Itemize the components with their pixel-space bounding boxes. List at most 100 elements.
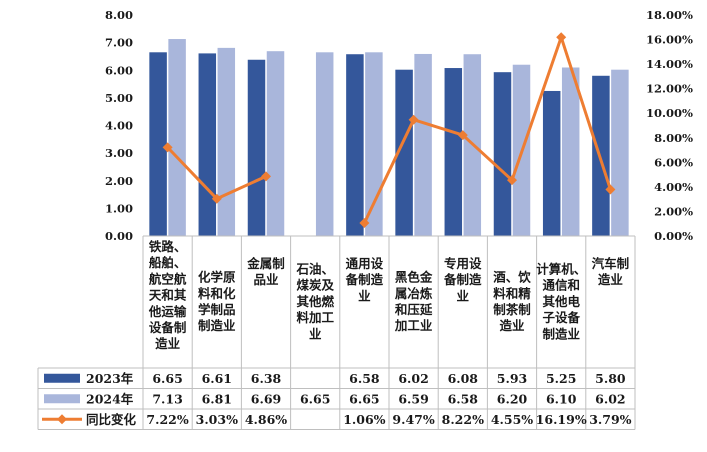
y-axis-left: 0.00 1.00 2.00 3.00 4.00 5.00 6.00 7.00 8.00 (105, 8, 133, 243)
table-cell-value: 5.80 (595, 371, 626, 386)
y2-tick-label: 2.00% (654, 204, 693, 218)
bar-2024 (168, 39, 186, 236)
legend-label: 2024年 (86, 391, 134, 406)
category-label: 化学原 (198, 270, 236, 285)
category-label: 加工业 (394, 318, 433, 333)
category-label: 备制造 (443, 272, 482, 287)
line-series (162, 32, 616, 228)
line-marker (507, 175, 517, 186)
table-cell-value: 4.55% (491, 412, 533, 427)
y2-tick-label: 16.00% (646, 33, 693, 47)
table-cell-value: 6.58 (448, 391, 479, 406)
category-label: 品业 (253, 272, 279, 287)
table-cell-value: 8.22% (442, 412, 484, 427)
bar-2024 (365, 52, 383, 237)
bar-2023 (149, 52, 167, 237)
bar-2023 (198, 53, 217, 237)
y-tick-label: 8.00 (105, 8, 133, 22)
y2-tick-label: 8.00% (654, 131, 693, 145)
category-label: 通用设 (346, 256, 384, 271)
category-label: 和压延 (394, 302, 433, 317)
x-axis (37, 235, 636, 430)
category-label: 料加工 (296, 310, 334, 325)
category-label: 汽车制 (592, 256, 630, 271)
table-cell-value: 1.06% (343, 412, 385, 427)
y-tick-label: 7.00 (105, 36, 133, 50)
y2-tick-label: 10.00% (646, 106, 693, 120)
bar-2024 (217, 47, 236, 236)
y-tick-label: 5.00 (105, 91, 133, 105)
y2-tick-label: 18.00% (646, 8, 693, 22)
category-label: 学制品 (198, 302, 236, 317)
table-cell-value: 16.19% (536, 412, 587, 427)
y2-tick-label: 14.00% (646, 57, 693, 71)
table-cell-value: 6.58 (349, 371, 380, 386)
line-marker (556, 32, 567, 43)
legend-label: 2023年 (86, 371, 134, 386)
category-label: 计算机、 (536, 262, 586, 277)
category-label: 煤炭及 (296, 278, 334, 293)
y-tick-label: 4.00 (105, 119, 133, 133)
line-marker (211, 193, 222, 204)
category-label: 设备制 (149, 320, 187, 335)
y-tick-label: 0.00 (105, 229, 133, 243)
category-label: 造业 (155, 336, 181, 351)
y2-tick-label: 0.00% (654, 229, 693, 243)
category-label: 他运输 (148, 304, 187, 319)
table-cell-value: 3.79% (589, 412, 631, 427)
bars (149, 39, 629, 237)
bar-2024 (414, 53, 432, 236)
y2-tick-label: 6.00% (654, 155, 693, 169)
category-label: 酒、饮 (493, 270, 531, 285)
bar-2023 (346, 54, 364, 236)
legend-key-2023 (44, 373, 80, 383)
category-label: 其他燃 (296, 294, 334, 309)
table-cell-value: 3.03% (196, 412, 238, 427)
table-cell-value: 9.47% (392, 412, 434, 427)
category-label: 料和化 (198, 286, 236, 301)
category-label: 制造业 (198, 318, 236, 333)
legend-key-marker (57, 414, 67, 425)
bar-2024 (266, 51, 285, 236)
table-cell-value: 6.08 (448, 371, 479, 386)
category-label: 铁路、 (149, 239, 187, 254)
category-label: 业 (457, 288, 470, 303)
table-cell-value: 6.02 (595, 391, 625, 406)
table-cell-value: 6.38 (251, 371, 282, 386)
bar-2024 (561, 67, 580, 236)
category-label: 子设备 (542, 310, 580, 325)
legend-key-2024 (44, 394, 80, 404)
line-marker (408, 114, 419, 125)
bar-2023 (395, 69, 413, 236)
legend-label: 同比变化 (86, 412, 137, 427)
table-cell-value: 6.81 (202, 391, 232, 406)
category-label: 天和其 (149, 288, 187, 303)
category-label: 造业 (598, 272, 624, 287)
category-label: 备制造 (345, 272, 384, 287)
category-label: 业 (309, 326, 322, 341)
data-table: 2023年 6.65 6.61 6.38 6.58 6.02 6.08 5.93 5.25 5.8… (42, 371, 632, 427)
table-cell-value: 7.13 (152, 391, 182, 406)
table-cell-value: 6.65 (152, 371, 182, 386)
table-cell-value: 5.25 (546, 371, 576, 386)
table-cell-value: 5.93 (497, 371, 527, 386)
line-marker (457, 130, 468, 141)
table-cell-value: 6.69 (251, 391, 281, 406)
bar-2023 (542, 90, 561, 236)
table-cell-value: 6.65 (349, 391, 379, 406)
bar-2023 (444, 68, 463, 236)
y-axis-right: 0.00% 2.00% 4.00% 6.00% 8.00% 10.00% 12.00% 14.… (646, 8, 693, 243)
table-cell-value: 6.61 (202, 371, 232, 386)
table-cell-value: 6.65 (300, 391, 330, 406)
category-label: 制茶制 (493, 302, 531, 317)
table-cell-value: 6.02 (398, 371, 428, 386)
y-tick-label: 3.00 (105, 146, 133, 160)
category-label: 其他电 (542, 294, 580, 309)
bar-2024 (611, 69, 629, 236)
category-label: 料和精 (493, 286, 531, 301)
table-cell-value: 6.10 (546, 391, 577, 406)
category-label: 航空航 (149, 271, 187, 286)
category-label: 石油、 (295, 262, 334, 277)
category-labels: 铁路、船舶、航空航天和其他运输设备制造业化学原料和化学制品制造业金属制品业石油、… (148, 239, 629, 351)
